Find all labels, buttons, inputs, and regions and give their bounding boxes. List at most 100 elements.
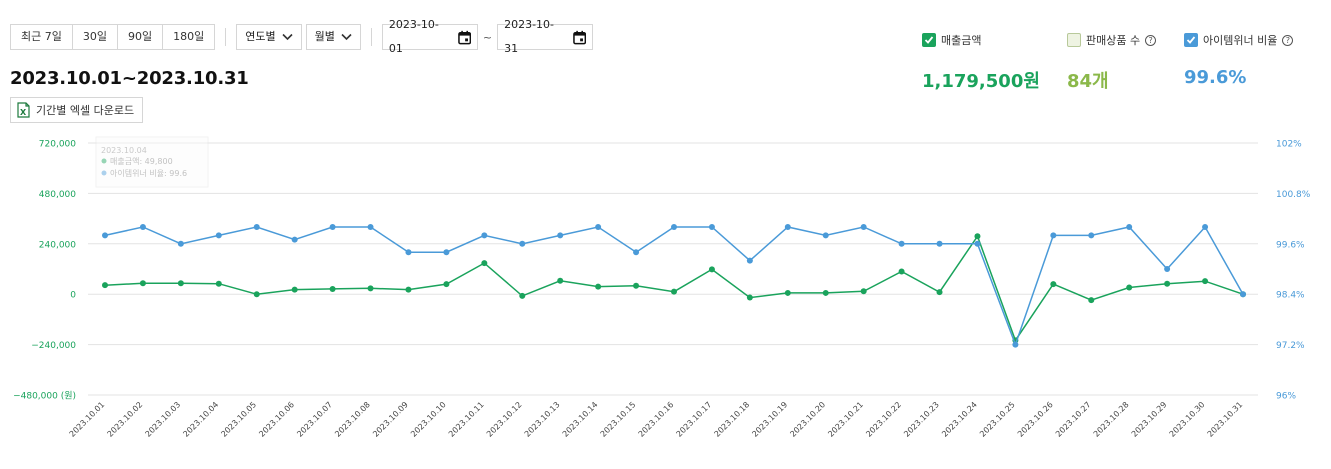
winner-data-point[interactable] — [443, 249, 450, 256]
sales-data-point[interactable] — [177, 280, 184, 287]
winner-data-point[interactable] — [481, 232, 488, 239]
end-date-value: 2023-10-31 — [504, 18, 555, 55]
winner-data-point[interactable] — [1240, 291, 1246, 298]
chevron-down-icon — [282, 33, 293, 41]
winner-ratio: 99.6% — [1184, 67, 1247, 88]
sales-data-point[interactable] — [253, 291, 260, 298]
sales-data-point[interactable] — [1164, 280, 1171, 287]
y-right-tick-label: 97.2% — [1276, 341, 1305, 351]
winner-data-point[interactable] — [1164, 266, 1171, 272]
y-right-tick-label: 102% — [1276, 140, 1302, 150]
winner-data-point[interactable] — [595, 224, 602, 230]
help-icon[interactable]: ? — [1282, 34, 1294, 46]
winner-data-point[interactable] — [367, 224, 374, 230]
winner-data-point[interactable] — [102, 232, 108, 239]
winner-data-point[interactable] — [822, 232, 829, 239]
y-right-tick-label: 99.6% — [1276, 240, 1305, 250]
sales-data-point[interactable] — [443, 281, 450, 288]
winner-data-point[interactable] — [177, 240, 184, 247]
winner-data-point[interactable] — [139, 224, 146, 230]
sales-data-point[interactable] — [898, 268, 905, 275]
x-tick-label: 2023.10.22 — [864, 400, 903, 439]
y-left-tick-label: 0 — [70, 291, 76, 301]
start-date-input[interactable]: 2023-10-01 — [381, 18, 478, 55]
period-90d-button[interactable]: 90일 — [117, 25, 164, 49]
period-7d-button[interactable]: 최근 7일 — [11, 25, 73, 49]
sales-data-point[interactable] — [1050, 281, 1057, 288]
sales-data-point[interactable] — [936, 289, 943, 296]
tooltip-sales: 매출금액: 49,800 — [110, 156, 173, 166]
x-tick-label: 2023.10.07 — [295, 400, 334, 439]
sales-data-point[interactable] — [1202, 278, 1209, 285]
products-total: 84개 — [1067, 71, 1109, 92]
x-tick-label: 2023.10.18 — [713, 400, 752, 439]
sales-toggle[interactable]: 매출금액 — [922, 32, 981, 48]
period-segment: 최근 7일 30일 90일 180일 — [10, 24, 216, 50]
period-180d-button[interactable]: 180일 — [163, 25, 215, 49]
winner-data-point[interactable] — [1050, 232, 1057, 239]
winner-data-point[interactable] — [633, 249, 640, 256]
sales-data-point[interactable] — [1088, 297, 1095, 304]
winner-data-point[interactable] — [974, 240, 981, 247]
sales-data-point[interactable] — [784, 289, 791, 296]
sales-data-point[interactable] — [405, 286, 412, 293]
sales-data-point[interactable] — [291, 286, 298, 293]
winner-data-point[interactable] — [519, 240, 526, 247]
sales-data-point[interactable] — [481, 260, 488, 267]
svg-text:X: X — [20, 108, 27, 117]
sales-data-point[interactable] — [633, 282, 640, 289]
sales-data-point[interactable] — [519, 292, 526, 299]
x-tick-label: 2023.10.20 — [788, 400, 827, 439]
products-toggle[interactable]: 판매상품 수 ? — [1067, 32, 1157, 48]
end-date-input[interactable]: 2023-10-31 — [497, 18, 594, 55]
winner-toggle-label: 아이템위너 비율 — [1203, 34, 1278, 47]
year-select[interactable]: 연도별 — [236, 24, 302, 50]
divider — [370, 28, 372, 46]
winner-data-point[interactable] — [708, 224, 715, 230]
x-tick-label: 2023.10.02 — [106, 400, 145, 439]
winner-data-point[interactable] — [253, 224, 260, 230]
products-toggle-label: 판매상품 수 — [1086, 34, 1141, 47]
sales-data-point[interactable] — [1126, 284, 1133, 291]
sales-data-point[interactable] — [215, 280, 222, 287]
winner-data-point[interactable] — [1012, 341, 1019, 348]
winner-data-point[interactable] — [1126, 224, 1133, 230]
winner-data-point[interactable] — [746, 257, 753, 264]
sales-data-point[interactable] — [557, 277, 564, 284]
sales-data-point[interactable] — [671, 288, 677, 295]
x-tick-label: 2023.10.13 — [523, 400, 562, 439]
winner-data-point[interactable] — [291, 236, 298, 243]
winner-data-point[interactable] — [671, 224, 677, 230]
winner-data-point[interactable] — [1202, 224, 1209, 230]
winner-data-point[interactable] — [405, 249, 412, 256]
sales-data-point[interactable] — [746, 294, 753, 301]
winner-data-point[interactable] — [215, 232, 222, 239]
month-select[interactable]: 월별 — [305, 24, 361, 50]
sales-data-point[interactable] — [595, 283, 602, 290]
sales-data-point[interactable] — [708, 266, 715, 273]
sales-data-point[interactable] — [974, 233, 981, 240]
winner-data-point[interactable] — [784, 224, 791, 230]
x-tick-label: 2023.10.14 — [561, 400, 600, 439]
winner-data-point[interactable] — [860, 224, 867, 230]
sales-total: 1,179,500원 — [922, 71, 1040, 92]
help-icon[interactable]: ? — [1145, 34, 1157, 46]
sales-data-point[interactable] — [822, 289, 829, 296]
winner-data-point[interactable] — [557, 232, 564, 239]
winner-data-point[interactable] — [1088, 232, 1095, 239]
sales-data-point[interactable] — [329, 285, 336, 292]
x-tick-label: 2023.10.01 — [68, 400, 107, 439]
winner-data-point[interactable] — [936, 240, 943, 247]
winner-data-point[interactable] — [898, 240, 905, 247]
x-tick-label: 2023.10.10 — [409, 400, 448, 439]
excel-download-button[interactable]: X 기간별 엑셀 다운로드 — [10, 97, 144, 123]
sales-data-point[interactable] — [139, 280, 146, 287]
x-tick-label: 2023.10.31 — [1206, 400, 1245, 439]
sales-data-point[interactable] — [860, 288, 867, 295]
winner-toggle[interactable]: 아이템위너 비율 ? — [1184, 32, 1294, 48]
period-30d-button[interactable]: 30일 — [72, 25, 118, 49]
sales-data-point[interactable] — [367, 285, 374, 292]
winner-data-point[interactable] — [329, 224, 336, 230]
sales-data-point[interactable] — [102, 282, 108, 289]
sales-toggle-label: 매출금액 — [941, 34, 982, 47]
